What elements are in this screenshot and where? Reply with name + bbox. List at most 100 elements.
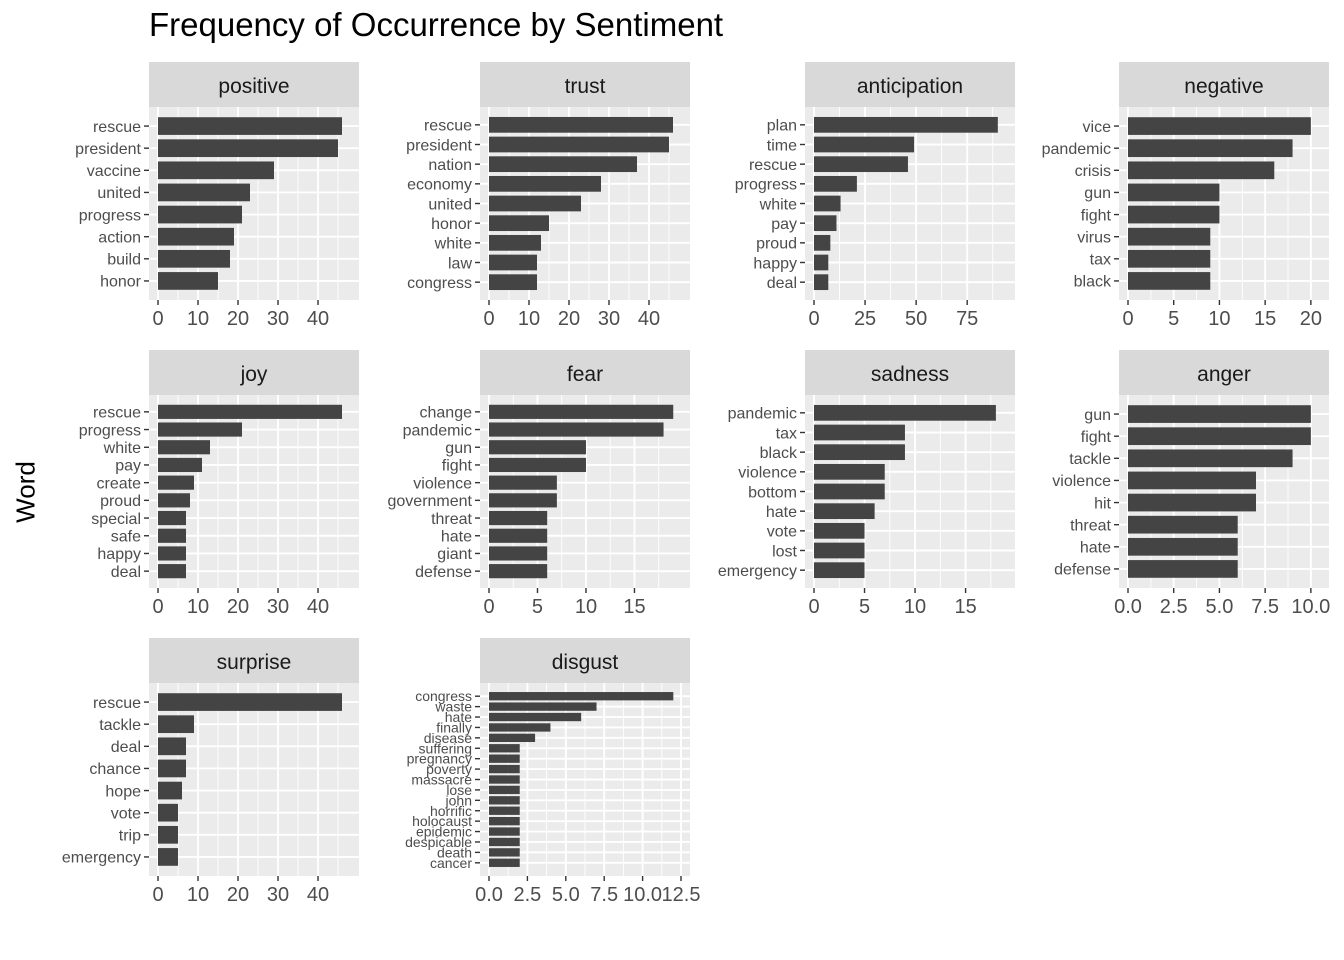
y-tick-label: crisis (1075, 163, 1111, 180)
facet-anticipation: anticipation 0 25 50 75 plan time rescue progres… (735, 62, 1015, 330)
y-tick-label: waste (434, 699, 472, 715)
x-tick-label: 0.0 (475, 884, 503, 906)
bar-pandemic (1128, 139, 1293, 158)
bar-government (489, 493, 557, 508)
y-tick-label: white (759, 196, 797, 213)
y-tick-label: fight (1081, 429, 1112, 446)
bar-poverty (489, 764, 520, 774)
bar-waste (489, 702, 597, 711)
x-tick-label: 10.0 (623, 884, 662, 906)
y-tick-label: massacre (411, 772, 472, 788)
y-tick-label: tax (1090, 252, 1111, 269)
y-tick-label: president (75, 141, 141, 158)
y-tick-label: emergency (62, 850, 141, 867)
x-tick-label: 0 (483, 596, 494, 618)
x-tick-label: 0.0 (1114, 596, 1142, 618)
y-tick-label: pandemic (728, 406, 797, 423)
panel-background (1119, 395, 1329, 588)
bar-pay (814, 215, 837, 232)
y-tick-label: economy (407, 177, 472, 194)
bar-hate (814, 503, 875, 520)
facet-joy: joy 0 10 20 30 40 rescueprogresswhitepaycreate… (79, 350, 359, 618)
facet-disgust: disgust 0.0 2.5 5.0 7.5 10.0 12.5 congresswaste… (405, 638, 700, 906)
facet-strip-label: anger (1197, 363, 1251, 386)
bar-build (158, 249, 230, 268)
facet-strip-label: surprise (217, 651, 292, 674)
y-tick-label: rescue (749, 157, 797, 174)
bar-vote (814, 522, 865, 539)
bar-crisis (1128, 161, 1275, 180)
y-tick-label: trip (119, 828, 141, 845)
x-tick-label: 15 (623, 596, 645, 618)
y-tick-label: happy (753, 255, 797, 272)
x-tick-label: 10 (1208, 308, 1230, 330)
y-tick-label: threat (1070, 517, 1111, 534)
y-tick-label: violence (413, 475, 472, 492)
y-tick-label: pandemic (403, 422, 472, 439)
y-tick-label: vice (1083, 119, 1112, 136)
y-tick-label: violence (1052, 473, 1111, 490)
x-tick-label: 2.5 (513, 884, 541, 906)
bar-gun (489, 440, 586, 455)
y-tick-label: deal (767, 275, 797, 292)
bar-rescue (489, 116, 673, 133)
x-tick-label: 40 (307, 596, 329, 618)
bar-death (489, 848, 520, 857)
y-tick-label: hate (1080, 540, 1111, 557)
facet-strip (149, 638, 359, 683)
bar-suffering (489, 744, 520, 753)
bar-pregnancy (489, 754, 520, 763)
y-tick-label: john (445, 792, 472, 808)
bar-violence (1128, 471, 1256, 490)
y-tick-label: united (97, 185, 141, 202)
bar-special (158, 510, 186, 526)
panel-background (1119, 107, 1329, 300)
bar-holocaust (489, 816, 520, 826)
bar-president (489, 136, 669, 153)
y-tick-label: giant (437, 546, 472, 563)
y-tick-label: epidemic (416, 824, 472, 840)
bar-massacre (489, 775, 520, 784)
y-tick-label: safe (111, 529, 141, 546)
y-tick-label: defense (415, 564, 472, 581)
bar-rescue (158, 117, 342, 135)
y-tick-label: defense (1054, 562, 1111, 579)
y-tick-label: lose (446, 782, 472, 798)
facet-strip-label: negative (1184, 75, 1263, 98)
bar-giant (489, 546, 548, 561)
facet-strip (480, 638, 690, 683)
bar-hit (1128, 493, 1256, 512)
bar-hate (489, 712, 582, 722)
facet-fear: fear 0 5 10 15 changepandemicgunfightviolence… (388, 350, 690, 618)
facet-anger: anger 0.0 2.5 5.0 7.5 10.0 gun fight tackle viole… (1052, 350, 1330, 618)
x-tick-label: 20 (1300, 308, 1322, 330)
bar-white (158, 440, 210, 455)
bar-fight (489, 457, 586, 473)
bar-law (489, 254, 537, 271)
y-tick-label: gun (445, 440, 472, 457)
y-tick-label: hate (445, 709, 472, 725)
panel-background (149, 107, 359, 300)
bar-emergency (158, 848, 178, 866)
y-tick-label: action (98, 229, 141, 246)
y-tick-label: government (388, 493, 473, 510)
bar-emergency (814, 562, 865, 579)
y-tick-label: fight (1081, 207, 1112, 224)
x-tick-label: 15 (954, 596, 976, 618)
y-tick-label: pandemic (1042, 141, 1111, 158)
y-tick-label: lost (772, 543, 797, 560)
bar-pandemic (489, 422, 664, 437)
bar-congress (489, 274, 537, 291)
bar-rescue (158, 404, 342, 419)
y-tick-label: black (1074, 274, 1112, 291)
bar-fight (1128, 205, 1220, 224)
x-tick-label: 10 (904, 596, 926, 618)
bar-happy (158, 546, 186, 561)
y-tick-label: united (428, 196, 472, 213)
y-tick-label: emergency (718, 563, 797, 580)
x-tick-label: 10 (187, 596, 209, 618)
y-tick-label: proud (100, 493, 141, 510)
y-tick-label: tax (776, 425, 797, 442)
y-tick-label: honor (431, 216, 473, 233)
